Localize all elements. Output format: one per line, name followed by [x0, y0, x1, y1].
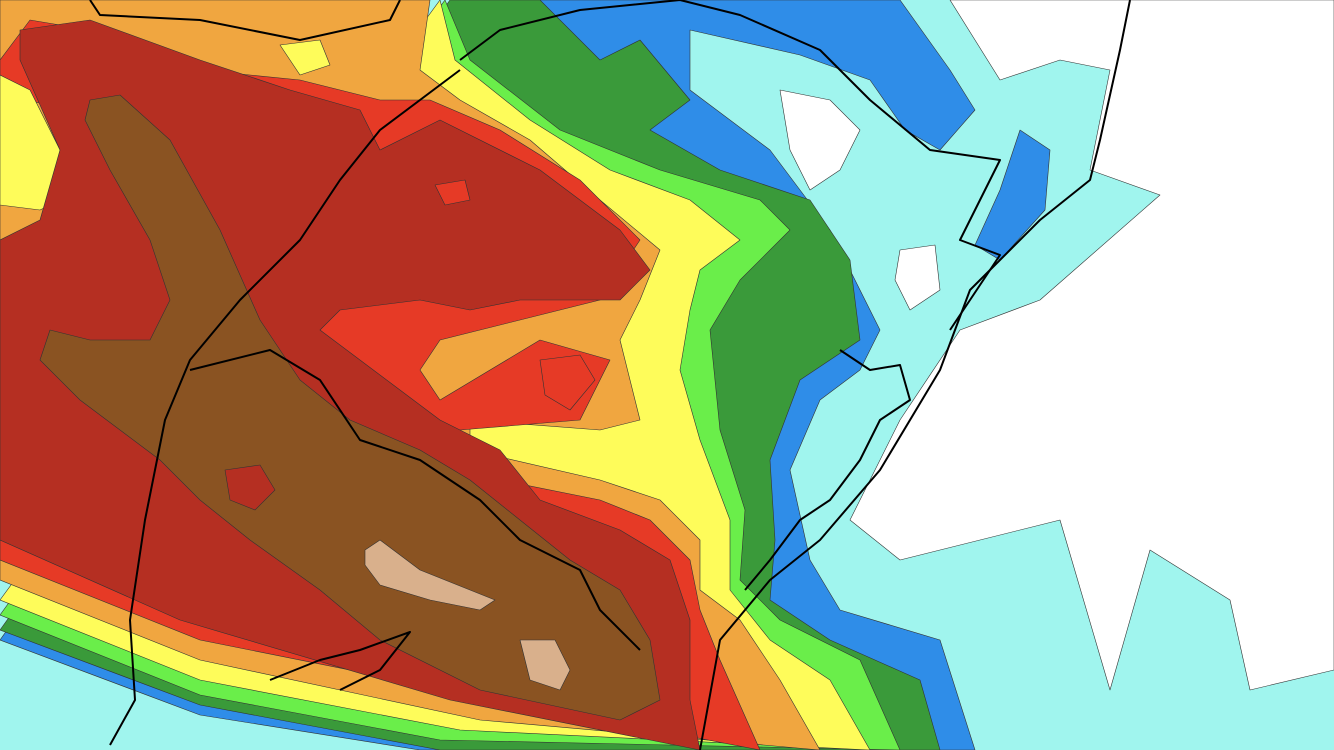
- state-border: [89, 0, 401, 41]
- state-border: [459, 0, 1001, 331]
- brown-band: [39, 94, 661, 721]
- tan-patch: [364, 539, 496, 611]
- state-border: [189, 349, 641, 651]
- red-patch: [434, 179, 471, 206]
- tan-patch: [519, 639, 571, 691]
- red-patch: [539, 354, 596, 411]
- coastline: [744, 349, 911, 591]
- dark-red-patch: [224, 464, 276, 511]
- no-precip-patch: [779, 89, 861, 191]
- yellow-patch: [279, 39, 331, 76]
- no-precip-patch: [894, 244, 941, 311]
- state-border: [109, 69, 461, 746]
- no-precip-area: [849, 0, 1334, 691]
- coastline: [699, 0, 1131, 750]
- coastline: [269, 631, 411, 691]
